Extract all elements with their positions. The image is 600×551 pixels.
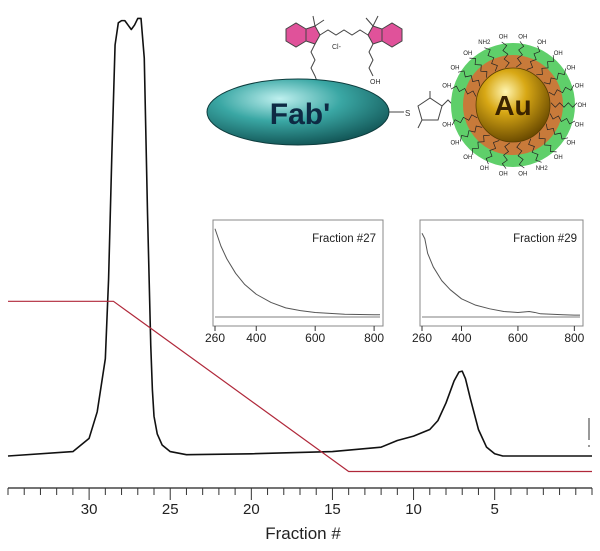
hydroxyl-terminals: OH OH OH OH NH2 OH OH OH OH OH OH OH OH OH NH2 OH OH OH OH… — [442, 35, 586, 178]
x-tick-label: 800 — [564, 331, 584, 345]
hydroxyl-terminal: OH — [575, 122, 584, 128]
thiol-label: S — [405, 109, 410, 118]
x-tick-label: 5 — [490, 501, 498, 518]
maleimide-ring — [417, 91, 443, 129]
ligand-chain — [501, 142, 511, 169]
ligand-chain — [451, 114, 478, 126]
hydroxyl-terminal: OH — [575, 84, 584, 90]
hydroxyl-terminal: OH — [463, 51, 472, 57]
hydroxyl-terminal: OH — [499, 35, 508, 41]
gold-label: Au — [494, 90, 531, 121]
hydroxyl-terminal: OH — [537, 40, 546, 46]
ligand-chain — [550, 102, 578, 108]
series-line-0 — [421, 233, 580, 316]
indole-ring-left — [285, 15, 325, 48]
hydroxyl-terminal: OH — [442, 122, 451, 128]
hydroxyl-terminal: OH — [499, 171, 508, 177]
x-tick-label: 15 — [324, 501, 341, 518]
inset-spectrum-fraction-29: Fraction #29 260 400 600 800 — [412, 219, 585, 345]
hydroxyl-terminal: OH — [451, 140, 460, 146]
inset-frame — [212, 219, 384, 327]
ligand-chain — [469, 57, 488, 78]
x-tick-label: 400 — [451, 331, 471, 345]
hydroxyl-terminal: OH — [451, 66, 460, 72]
x-tick-label: 25 — [162, 501, 179, 518]
hydroxyl-terminal: OH — [463, 155, 472, 161]
series-line-0 — [7, 17, 592, 457]
ligand-chain — [471, 134, 490, 155]
series-line-0 — [214, 228, 380, 316]
x-tick-label: 600 — [508, 331, 528, 345]
ligand-chain — [536, 55, 555, 76]
x-tick-label: 260 — [412, 331, 432, 345]
hydroxyl-terminal: OH — [567, 66, 576, 72]
x-tick-label: 20 — [243, 501, 260, 518]
ligand-chain — [548, 84, 575, 96]
polymethine-chain — [319, 29, 369, 36]
gold-core — [475, 67, 551, 143]
ligand-chain — [538, 132, 557, 153]
amine-terminal: NH2 — [536, 166, 549, 172]
ligand-chain — [515, 41, 525, 68]
x-tick-label: 600 — [305, 331, 325, 345]
amine-terminal: NH2 — [478, 40, 491, 46]
hydroxyl-terminal: OH — [578, 103, 587, 109]
ligand-chain — [543, 68, 567, 85]
ligand-chain — [457, 70, 481, 87]
series-line-1 — [8, 300, 592, 473]
cyanine-dye-molecule — [285, 15, 403, 109]
x-axis-label: Fraction # — [265, 524, 341, 543]
counter-ion-label: Cl- — [332, 44, 342, 51]
hydroxyl-terminal: OH — [518, 171, 527, 177]
ligand-chain — [549, 113, 576, 125]
hydroxyl-terminal: OH — [518, 35, 527, 41]
inset-title: Fraction #27 — [312, 233, 376, 245]
hydroxyl-terminal: OH — [480, 166, 489, 172]
ligand-chain — [450, 85, 477, 97]
ligand-chain — [545, 123, 569, 140]
ligand-chain — [501, 41, 510, 68]
hydroxyl-terminal: OH — [442, 84, 451, 90]
ligand-chain — [459, 125, 483, 142]
hydroxyl-terminal: OH — [554, 155, 563, 161]
ligand-chain — [484, 47, 498, 72]
indole-ring-right — [365, 15, 403, 48]
ligand-chain — [528, 138, 542, 163]
hydroxyl-label: OH — [370, 79, 381, 86]
x-tick-label: 400 — [246, 331, 266, 345]
inset-title: Fraction #29 — [513, 233, 577, 245]
x-tick-label: 260 — [205, 331, 225, 345]
main-chromatogram: 30 25 20 15 10 5 Fraction # — [7, 17, 593, 543]
linker-chain-right — [368, 43, 374, 77]
x-tick-label: 800 — [364, 331, 384, 345]
fab-label: Fab' — [270, 98, 330, 131]
inset-spectrum-fraction-27: Fraction #27 260 400 600 800 — [205, 219, 384, 345]
right-edge-noise — [588, 418, 590, 447]
hydroxyl-terminal: OH — [554, 51, 563, 57]
inset-frame — [419, 219, 584, 327]
hydroxyl-terminal: OH — [567, 140, 576, 146]
x-tick-label: 30 — [81, 501, 98, 518]
ligand-chains — [450, 41, 578, 169]
ligand-chain — [526, 45, 541, 70]
ligand-chain — [485, 140, 500, 165]
ligand-chain — [516, 142, 525, 169]
x-tick-label: 10 — [405, 501, 422, 518]
